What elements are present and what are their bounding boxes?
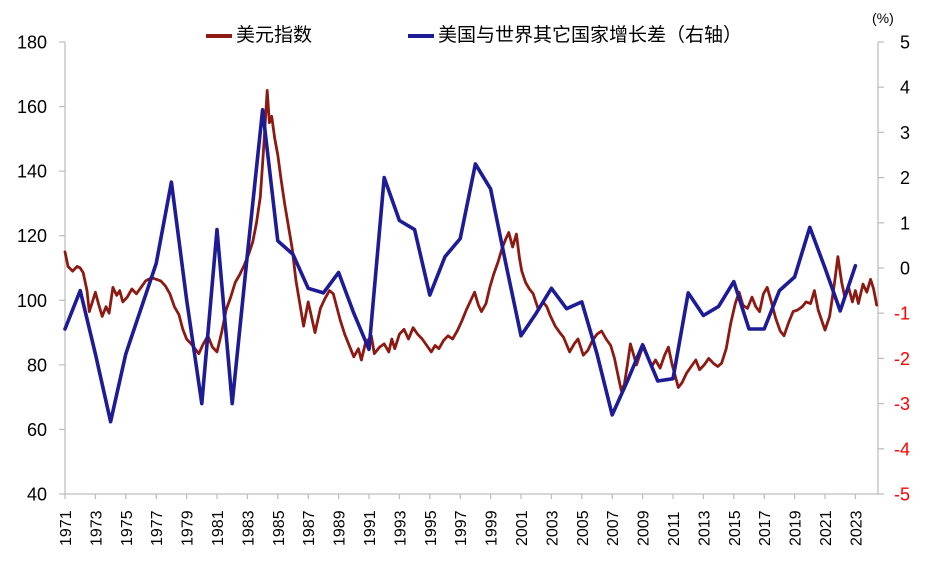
- x-axis-tick-label: 1999: [484, 510, 501, 546]
- x-axis-tick-label: 1987: [301, 510, 318, 546]
- x-axis-tick-label: 2003: [544, 510, 561, 546]
- left-axis-tick-label: 40: [27, 485, 47, 505]
- right-axis-tick-label: -3: [894, 394, 910, 414]
- x-axis-tick-label: 1995: [423, 510, 440, 546]
- x-axis-tick-label: 1997: [453, 510, 470, 546]
- left-axis: 180 160 140 120 100 80 60 40: [17, 33, 65, 505]
- x-axis-tick-label: 2015: [727, 510, 744, 546]
- right-axis-tick-label: 2: [900, 168, 910, 188]
- x-axis-tick-label: 2009: [636, 510, 653, 546]
- right-axis-tick-label: 4: [900, 78, 910, 98]
- x-axis-tick-label: 1983: [240, 510, 257, 546]
- x-axis: 1971 1973 1975 1977 1979 1981 1983 1985 1987 1989…: [58, 494, 865, 546]
- x-axis-tick-label: 2013: [696, 510, 713, 546]
- left-axis-tick-label: 120: [17, 226, 47, 246]
- left-axis-tick-label: 80: [27, 355, 47, 375]
- x-axis-tick-label: 2007: [605, 510, 622, 546]
- x-axis-tick-label: 1979: [180, 510, 197, 546]
- left-axis-tick-label: 180: [17, 33, 47, 53]
- x-axis-tick-label: 1977: [149, 510, 166, 546]
- right-axis-tick-label: -5: [894, 485, 910, 505]
- right-axis-unit-label: (%): [872, 10, 894, 26]
- right-axis-tick-label: 3: [900, 123, 910, 143]
- series-line-usd-index: [63, 89, 879, 393]
- x-axis-tick-label: 2019: [788, 510, 805, 546]
- x-axis-tick-label: 1989: [332, 510, 349, 546]
- right-axis-tick-label: -2: [894, 349, 910, 369]
- x-axis-tick-label: 1973: [88, 510, 105, 546]
- left-axis-tick-label: 140: [17, 162, 47, 182]
- x-axis-tick-label: 1985: [271, 510, 288, 546]
- left-axis-tick-label: 160: [17, 97, 47, 117]
- right-axis-tick-label: 5: [900, 33, 910, 53]
- x-axis-tick-label: 2011: [666, 511, 683, 546]
- x-axis-tick-label: 1991: [362, 510, 379, 546]
- x-axis-tick-label: 1975: [119, 510, 136, 546]
- x-axis-tick-label: 2017: [757, 510, 774, 546]
- right-axis-tick-label: 1: [900, 213, 910, 233]
- x-axis-tick-label: 1993: [392, 510, 409, 546]
- left-axis-tick-label: 100: [17, 291, 47, 311]
- right-axis-tick-label: 0: [900, 259, 910, 279]
- x-axis-tick-label: 2005: [575, 510, 592, 546]
- x-axis-tick-label: 1971: [58, 510, 75, 546]
- right-axis-tick-label: -4: [894, 439, 910, 459]
- x-axis-tick-label: 2001: [514, 510, 531, 546]
- series-line-growth-gap: [63, 108, 858, 424]
- x-axis-tick-label: 2021: [818, 510, 835, 546]
- right-axis: 5 4 3 2 1 0 -1 -2 -3 -4 -5: [878, 33, 910, 505]
- x-axis-tick-label: 2023: [848, 510, 865, 546]
- x-axis-tick-label: 1981: [210, 510, 227, 546]
- right-axis-tick-label: -1: [894, 304, 910, 324]
- axis-lines: [64, 42, 879, 495]
- left-axis-tick-label: 60: [27, 420, 47, 440]
